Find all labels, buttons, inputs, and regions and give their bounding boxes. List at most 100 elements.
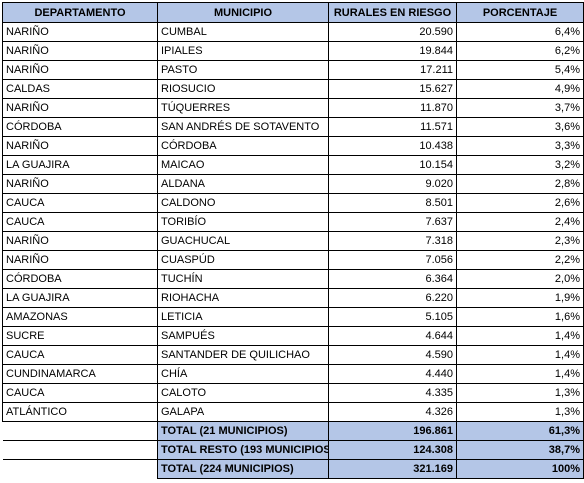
cell-porcentaje: 2,0% <box>456 269 584 289</box>
cell-rurales: 9.020 <box>328 174 457 194</box>
cell-municipio: TORIBÍO <box>157 212 329 232</box>
cell-rurales: 10.438 <box>328 136 457 156</box>
table-row: CAUCA SANTANDER DE QUILICHAO 4.590 1,4% <box>2 345 584 365</box>
total-rurales: 321.169 <box>328 459 457 479</box>
cell-departamento: NARIÑO <box>2 174 158 194</box>
cell-municipio: RIOSUCIO <box>157 79 329 99</box>
table-row: NARIÑO CÓRDOBA 10.438 3,3% <box>2 136 584 156</box>
cell-rurales: 11.571 <box>328 117 457 137</box>
total-porcentaje: 38,7% <box>456 440 584 460</box>
cell-departamento: CÓRDOBA <box>2 269 158 289</box>
table-row: NARIÑO IPIALES 19.844 6,2% <box>2 41 584 61</box>
cell-rurales: 4.326 <box>328 402 457 422</box>
table-body: NARIÑO CUMBAL 20.590 6,4% NARIÑO IPIALES 19.84… <box>2 22 584 479</box>
cell-departamento: CUNDINAMARCA <box>2 364 158 384</box>
cell-departamento: NARIÑO <box>2 250 158 270</box>
cell-departamento: AMAZONAS <box>2 307 158 327</box>
total-row: TOTAL (21 MUNICIPIOS) 196.861 61,3% <box>2 421 584 441</box>
cell-porcentaje: 3,2% <box>456 155 584 175</box>
cell-municipio: ALDANA <box>157 174 329 194</box>
cell-municipio: CUASPÚD <box>157 250 329 270</box>
cell-rurales: 19.844 <box>328 41 457 61</box>
cell-porcentaje: 4,9% <box>456 79 584 99</box>
cell-rurales: 7.056 <box>328 250 457 270</box>
cell-departamento: NARIÑO <box>2 60 158 80</box>
table-row: NARIÑO CUMBAL 20.590 6,4% <box>2 22 584 42</box>
cell-porcentaje: 3,3% <box>456 136 584 156</box>
cell-municipio: SANTANDER DE QUILICHAO <box>157 345 329 365</box>
total-rurales: 196.861 <box>328 421 457 441</box>
cell-rurales: 4.590 <box>328 345 457 365</box>
cell-municipio: CHÍA <box>157 364 329 384</box>
empty-cell <box>2 421 158 441</box>
table-row: AMAZONAS LETICIA 5.105 1,6% <box>2 307 584 327</box>
cell-porcentaje: 2,3% <box>456 231 584 251</box>
cell-rurales: 6.220 <box>328 288 457 308</box>
cell-municipio: CUMBAL <box>157 22 329 42</box>
cell-rurales: 10.154 <box>328 155 457 175</box>
table-row: ATLÁNTICO GALAPA 4.326 1,3% <box>2 402 584 422</box>
header-porcentaje: PORCENTAJE <box>456 2 584 23</box>
table-row: CAUCA CALDONO 8.501 2,6% <box>2 193 584 213</box>
cell-municipio: CÓRDOBA <box>157 136 329 156</box>
cell-porcentaje: 1,3% <box>456 402 584 422</box>
cell-departamento: LA GUAJIRA <box>2 155 158 175</box>
total-porcentaje: 100% <box>456 459 584 479</box>
cell-rurales: 6.364 <box>328 269 457 289</box>
table-row: SUCRE SAMPUÉS 4.644 1,4% <box>2 326 584 346</box>
cell-porcentaje: 3,6% <box>456 117 584 137</box>
cell-departamento: NARIÑO <box>2 22 158 42</box>
total-rurales: 124.308 <box>328 440 457 460</box>
cell-rurales: 8.501 <box>328 193 457 213</box>
table-row: NARIÑO ALDANA 9.020 2,8% <box>2 174 584 194</box>
cell-rurales: 5.105 <box>328 307 457 327</box>
total-label: TOTAL (224 MUNICIPIOS) <box>157 459 329 479</box>
table-row: CALDAS RIOSUCIO 15.627 4,9% <box>2 79 584 99</box>
cell-rurales: 7.318 <box>328 231 457 251</box>
table-row: CUNDINAMARCA CHÍA 4.440 1,4% <box>2 364 584 384</box>
cell-porcentaje: 1,4% <box>456 326 584 346</box>
cell-porcentaje: 1,6% <box>456 307 584 327</box>
table-row: CÓRDOBA SAN ANDRÉS DE SOTAVENTO 11.571 3,6% <box>2 117 584 137</box>
cell-departamento: SUCRE <box>2 326 158 346</box>
cell-departamento: NARIÑO <box>2 136 158 156</box>
cell-departamento: CAUCA <box>2 383 158 403</box>
header-row: DEPARTAMENTO MUNICIPIO RURALES EN RIESGO… <box>2 2 584 23</box>
cell-porcentaje: 2,6% <box>456 193 584 213</box>
cell-municipio: TÚQUERRES <box>157 98 329 118</box>
cell-municipio: GALAPA <box>157 402 329 422</box>
cell-porcentaje: 3,7% <box>456 98 584 118</box>
cell-porcentaje: 2,2% <box>456 250 584 270</box>
cell-departamento: ATLÁNTICO <box>2 402 158 422</box>
table-row: LA GUAJIRA MAICAO 10.154 3,2% <box>2 155 584 175</box>
cell-departamento: LA GUAJIRA <box>2 288 158 308</box>
cell-rurales: 20.590 <box>328 22 457 42</box>
cell-municipio: TUCHÍN <box>157 269 329 289</box>
cell-porcentaje: 1,4% <box>456 364 584 384</box>
total-porcentaje: 61,3% <box>456 421 584 441</box>
table-row: NARIÑO TÚQUERRES 11.870 3,7% <box>2 98 584 118</box>
total-row: TOTAL (224 MUNICIPIOS) 321.169 100% <box>2 459 584 479</box>
cell-municipio: SAN ANDRÉS DE SOTAVENTO <box>157 117 329 137</box>
cell-rurales: 4.440 <box>328 364 457 384</box>
cell-porcentaje: 2,8% <box>456 174 584 194</box>
cell-rurales: 4.335 <box>328 383 457 403</box>
cell-departamento: NARIÑO <box>2 98 158 118</box>
cell-municipio: MAICAO <box>157 155 329 175</box>
table-row: LA GUAJIRA RIOHACHA 6.220 1,9% <box>2 288 584 308</box>
cell-municipio: IPIALES <box>157 41 329 61</box>
cell-rurales: 17.211 <box>328 60 457 80</box>
table-row: CAUCA TORIBÍO 7.637 2,4% <box>2 212 584 232</box>
cell-departamento: CAUCA <box>2 212 158 232</box>
cell-municipio: CALOTO <box>157 383 329 403</box>
table-row: CÓRDOBA TUCHÍN 6.364 2,0% <box>2 269 584 289</box>
header-rurales-en-riesgo: RURALES EN RIESGO <box>328 2 457 23</box>
total-row: TOTAL RESTO (193 MUNICIPIOS) 124.308 38,7% <box>2 440 584 460</box>
cell-porcentaje: 1,4% <box>456 345 584 365</box>
cell-porcentaje: 1,3% <box>456 383 584 403</box>
cell-municipio: PASTO <box>157 60 329 80</box>
empty-cell <box>2 459 158 479</box>
cell-departamento: CAUCA <box>2 345 158 365</box>
cell-municipio: LETICIA <box>157 307 329 327</box>
